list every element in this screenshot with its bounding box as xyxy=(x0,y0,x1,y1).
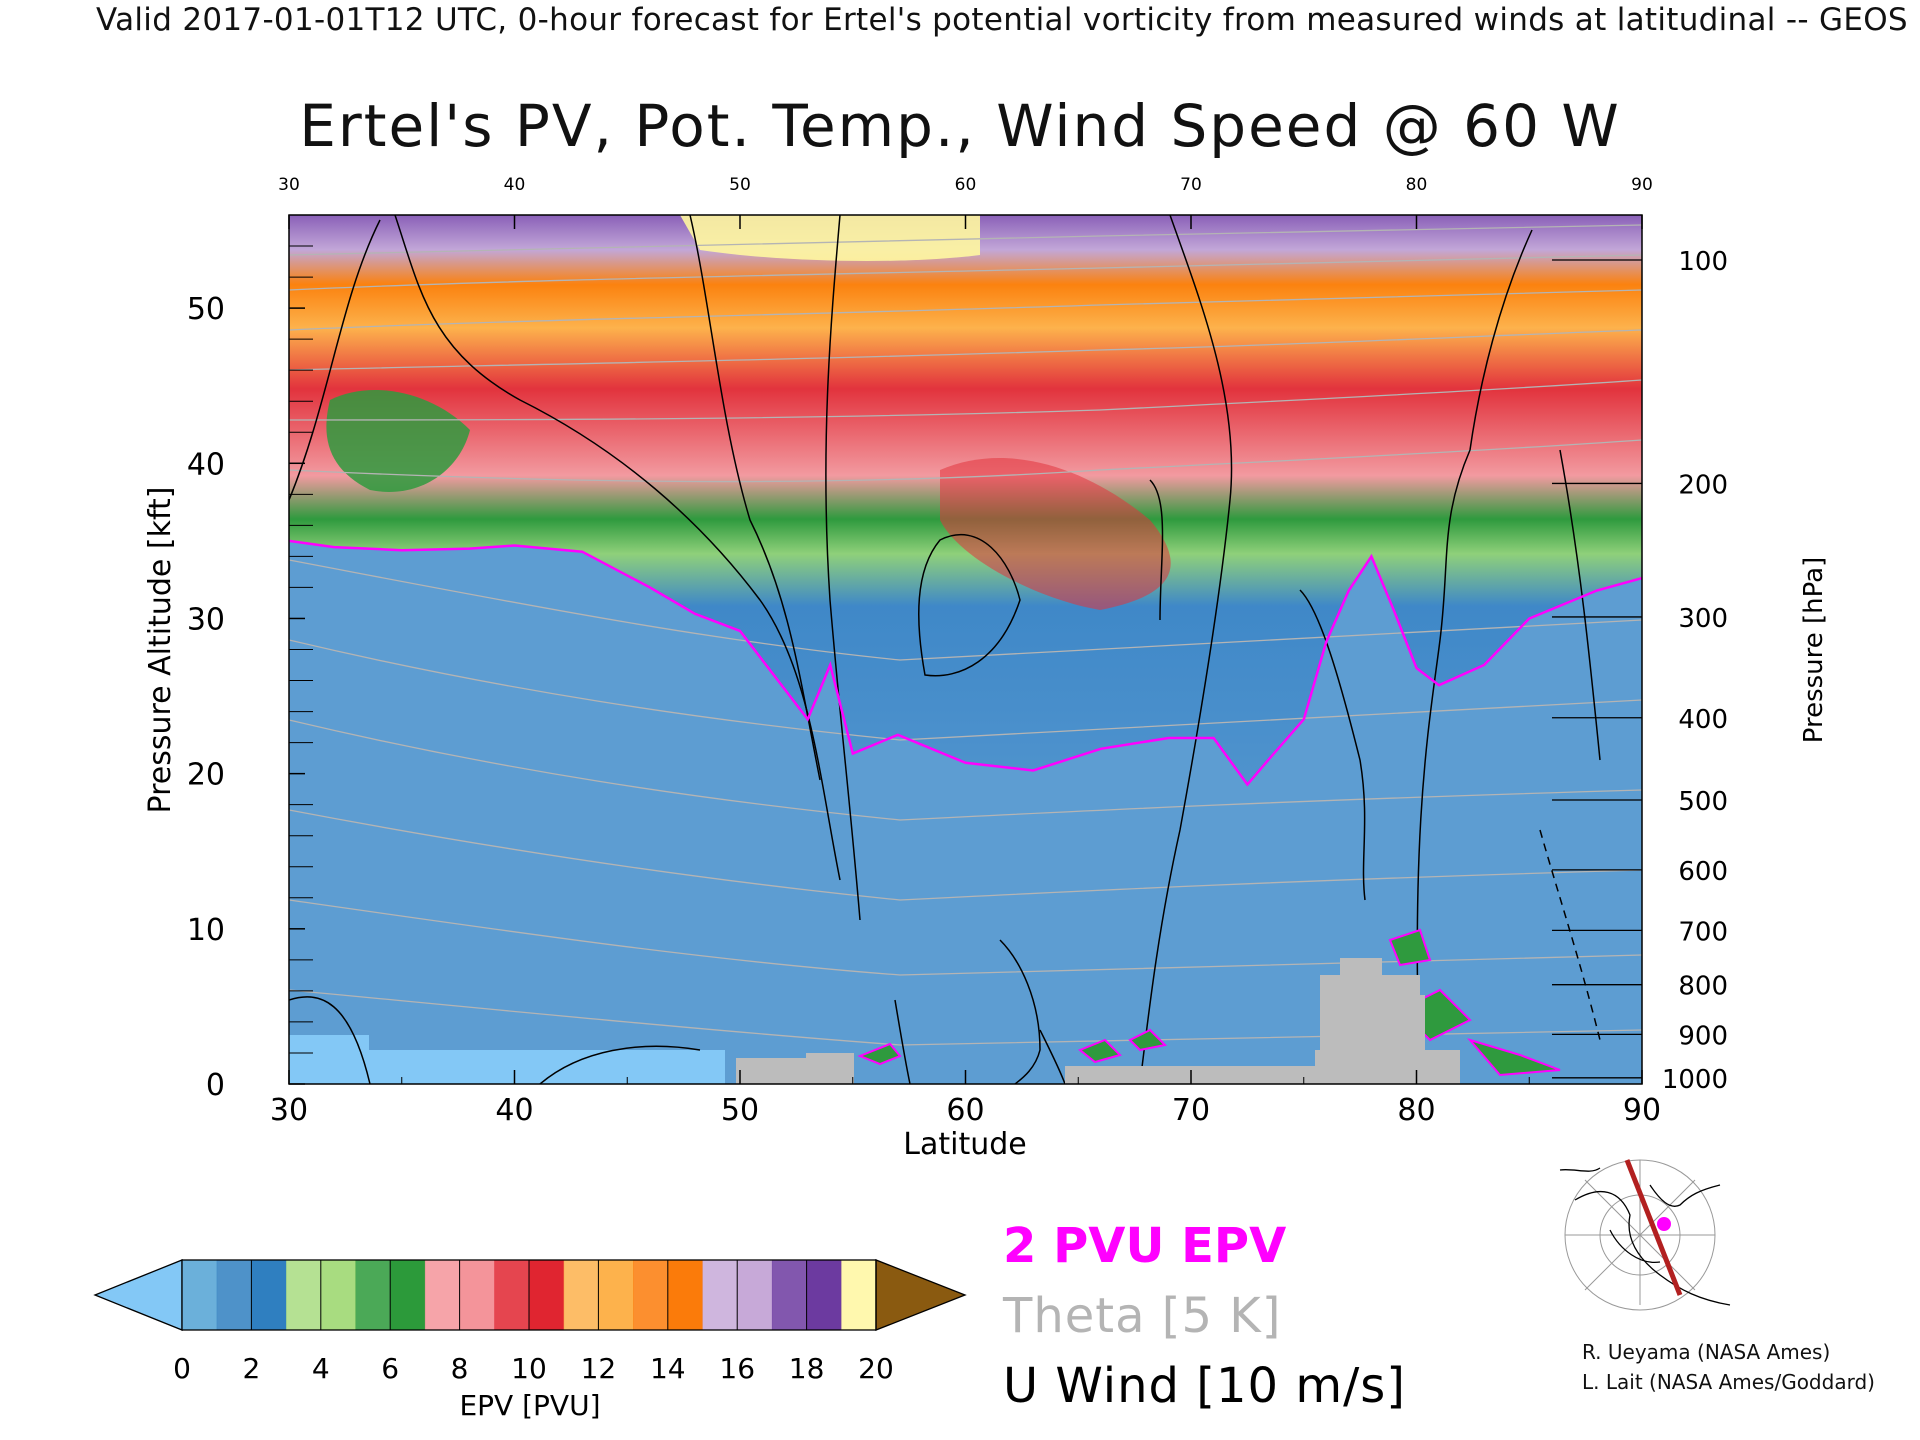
stratospheric-pv-patch xyxy=(940,458,1171,610)
colorbar-segment xyxy=(841,1260,877,1330)
colorbar-under-arrow xyxy=(93,1259,183,1331)
x-tick-label: 70 xyxy=(1172,1093,1210,1128)
colorbar-segment xyxy=(459,1260,495,1330)
colorbar-segment xyxy=(494,1260,530,1330)
chart-title: Ertel's PV, Pot. Temp., Wind Speed @ 60 … xyxy=(299,92,1621,160)
y-axis-pressure: 100 200 300 400 500 600 700 800 900 1000 xyxy=(1552,247,1728,1095)
pressure-tick-label: 600 xyxy=(1678,857,1728,887)
section-line xyxy=(1624,1159,1683,1296)
pressure-tick-label: 400 xyxy=(1678,705,1728,735)
x-axis: 30 30 40 40 50 50 60 60 70 70 80 80 90 90 xyxy=(270,175,1661,1128)
forecast-header: Valid 2017-01-01T12 UTC, 0-hour forecast… xyxy=(96,2,1908,38)
colorbar-tick-label: 4 xyxy=(312,1352,330,1385)
x-tick-label-top: 30 xyxy=(278,175,300,195)
credit-line: R. Ueyama (NASA Ames) xyxy=(1582,1340,1831,1364)
y-tick-label: 40 xyxy=(187,447,225,482)
x-tick-label: 40 xyxy=(495,1093,533,1128)
section-marker xyxy=(1657,1217,1671,1231)
colorbar-tick-label: 10 xyxy=(511,1352,547,1385)
y-axis-kft: 0 10 20 30 40 50 xyxy=(187,245,313,1103)
colorbar-segment xyxy=(771,1260,808,1330)
pressure-tick-label: 300 xyxy=(1678,604,1728,634)
x-tick-label-top: 50 xyxy=(729,175,751,195)
y-tick-label: 30 xyxy=(187,602,225,637)
legend-pv-contour: 2 PVU EPV xyxy=(1003,1218,1287,1274)
pressure-tick-label: 100 xyxy=(1678,247,1728,277)
x-tick-label-top: 40 xyxy=(504,175,526,195)
y-tick-label: 20 xyxy=(187,758,225,793)
colorbar-segment xyxy=(737,1260,773,1330)
pressure-tick-label: 800 xyxy=(1678,972,1728,1002)
pressure-tick-label: 700 xyxy=(1678,917,1728,947)
y-tick-label: 10 xyxy=(187,913,225,948)
x-tick-label: 50 xyxy=(721,1093,759,1128)
colorbar-tick-label: 2 xyxy=(242,1352,260,1385)
colorbar-segment xyxy=(806,1260,842,1330)
pressure-tick-label: 500 xyxy=(1678,787,1728,817)
pressure-tick-label: 1000 xyxy=(1662,1065,1728,1095)
colorbar-tick-label: 8 xyxy=(451,1352,469,1385)
tropopause-2pvu-line xyxy=(289,539,1642,787)
x-tick-label: 30 xyxy=(270,1093,308,1128)
u-wind-contours xyxy=(289,215,1601,1084)
x-tick-label: 60 xyxy=(946,1093,984,1128)
pressure-axis-label: Pressure [hPa] xyxy=(1799,557,1829,744)
troposphere-field xyxy=(289,540,1642,1084)
colorbar-segment xyxy=(633,1260,669,1330)
colorbar-segment xyxy=(702,1260,738,1330)
colorbar-segment xyxy=(182,1260,218,1330)
colorbar-tick-label: 0 xyxy=(173,1352,191,1385)
high-pv-patch xyxy=(680,215,980,262)
pressure-tick-label: 200 xyxy=(1678,470,1728,500)
y-tick-label: 50 xyxy=(187,292,225,327)
colorbar-segment xyxy=(355,1260,391,1330)
colorbar-tick-label: 12 xyxy=(581,1352,617,1385)
colorbar: 0 2 4 6 8 10 12 14 16 18 20 xyxy=(93,1259,967,1385)
x-tick-label: 90 xyxy=(1623,1093,1661,1128)
terrain-mask xyxy=(736,958,1460,1084)
colorbar-segment xyxy=(598,1260,634,1330)
legend-u-wind: U Wind [10 m/s] xyxy=(1003,1358,1407,1414)
x-tick-label-top: 90 xyxy=(1631,175,1653,195)
stratospheric-pv-patch xyxy=(326,390,470,492)
locator-map xyxy=(1545,1155,1740,1311)
colorbar-over-arrow xyxy=(875,1259,967,1331)
legend-theta: Theta [5 K] xyxy=(1003,1288,1282,1344)
colorbar-label: EPV [PVU] xyxy=(459,1389,600,1422)
colorbar-tick-label: 18 xyxy=(789,1352,825,1385)
low-pv-patch xyxy=(289,1035,369,1084)
x-tick-label-top: 60 xyxy=(955,175,977,195)
y-tick-label: 0 xyxy=(206,1068,225,1103)
pressure-tick-label: 900 xyxy=(1678,1021,1728,1051)
colorbar-tick-label: 16 xyxy=(719,1352,755,1385)
colorbar-segment xyxy=(286,1260,322,1330)
colorbar-segment xyxy=(390,1260,426,1330)
colorbar-segment xyxy=(320,1260,356,1330)
colorbar-segment xyxy=(424,1260,461,1330)
colorbar-segment xyxy=(529,1260,565,1330)
colorbar-segment xyxy=(563,1260,599,1330)
y-axis-label: Pressure Altitude [kft] xyxy=(143,487,178,814)
colorbar-tick-label: 14 xyxy=(650,1352,686,1385)
credit-line: L. Lait (NASA Ames/Goddard) xyxy=(1582,1370,1875,1394)
colorbar-segment xyxy=(667,1260,703,1330)
colorbar-tick-label: 6 xyxy=(381,1352,399,1385)
colorbar-segment xyxy=(251,1260,287,1330)
x-tick-label-top: 80 xyxy=(1406,175,1428,195)
x-tick-label: 80 xyxy=(1397,1093,1435,1128)
low-pv-patch xyxy=(365,1050,725,1084)
colorbar-segment xyxy=(216,1260,252,1330)
x-axis-label: Latitude xyxy=(903,1127,1026,1162)
x-tick-label-top: 70 xyxy=(1180,175,1202,195)
colorbar-tick-label: 20 xyxy=(858,1352,894,1385)
